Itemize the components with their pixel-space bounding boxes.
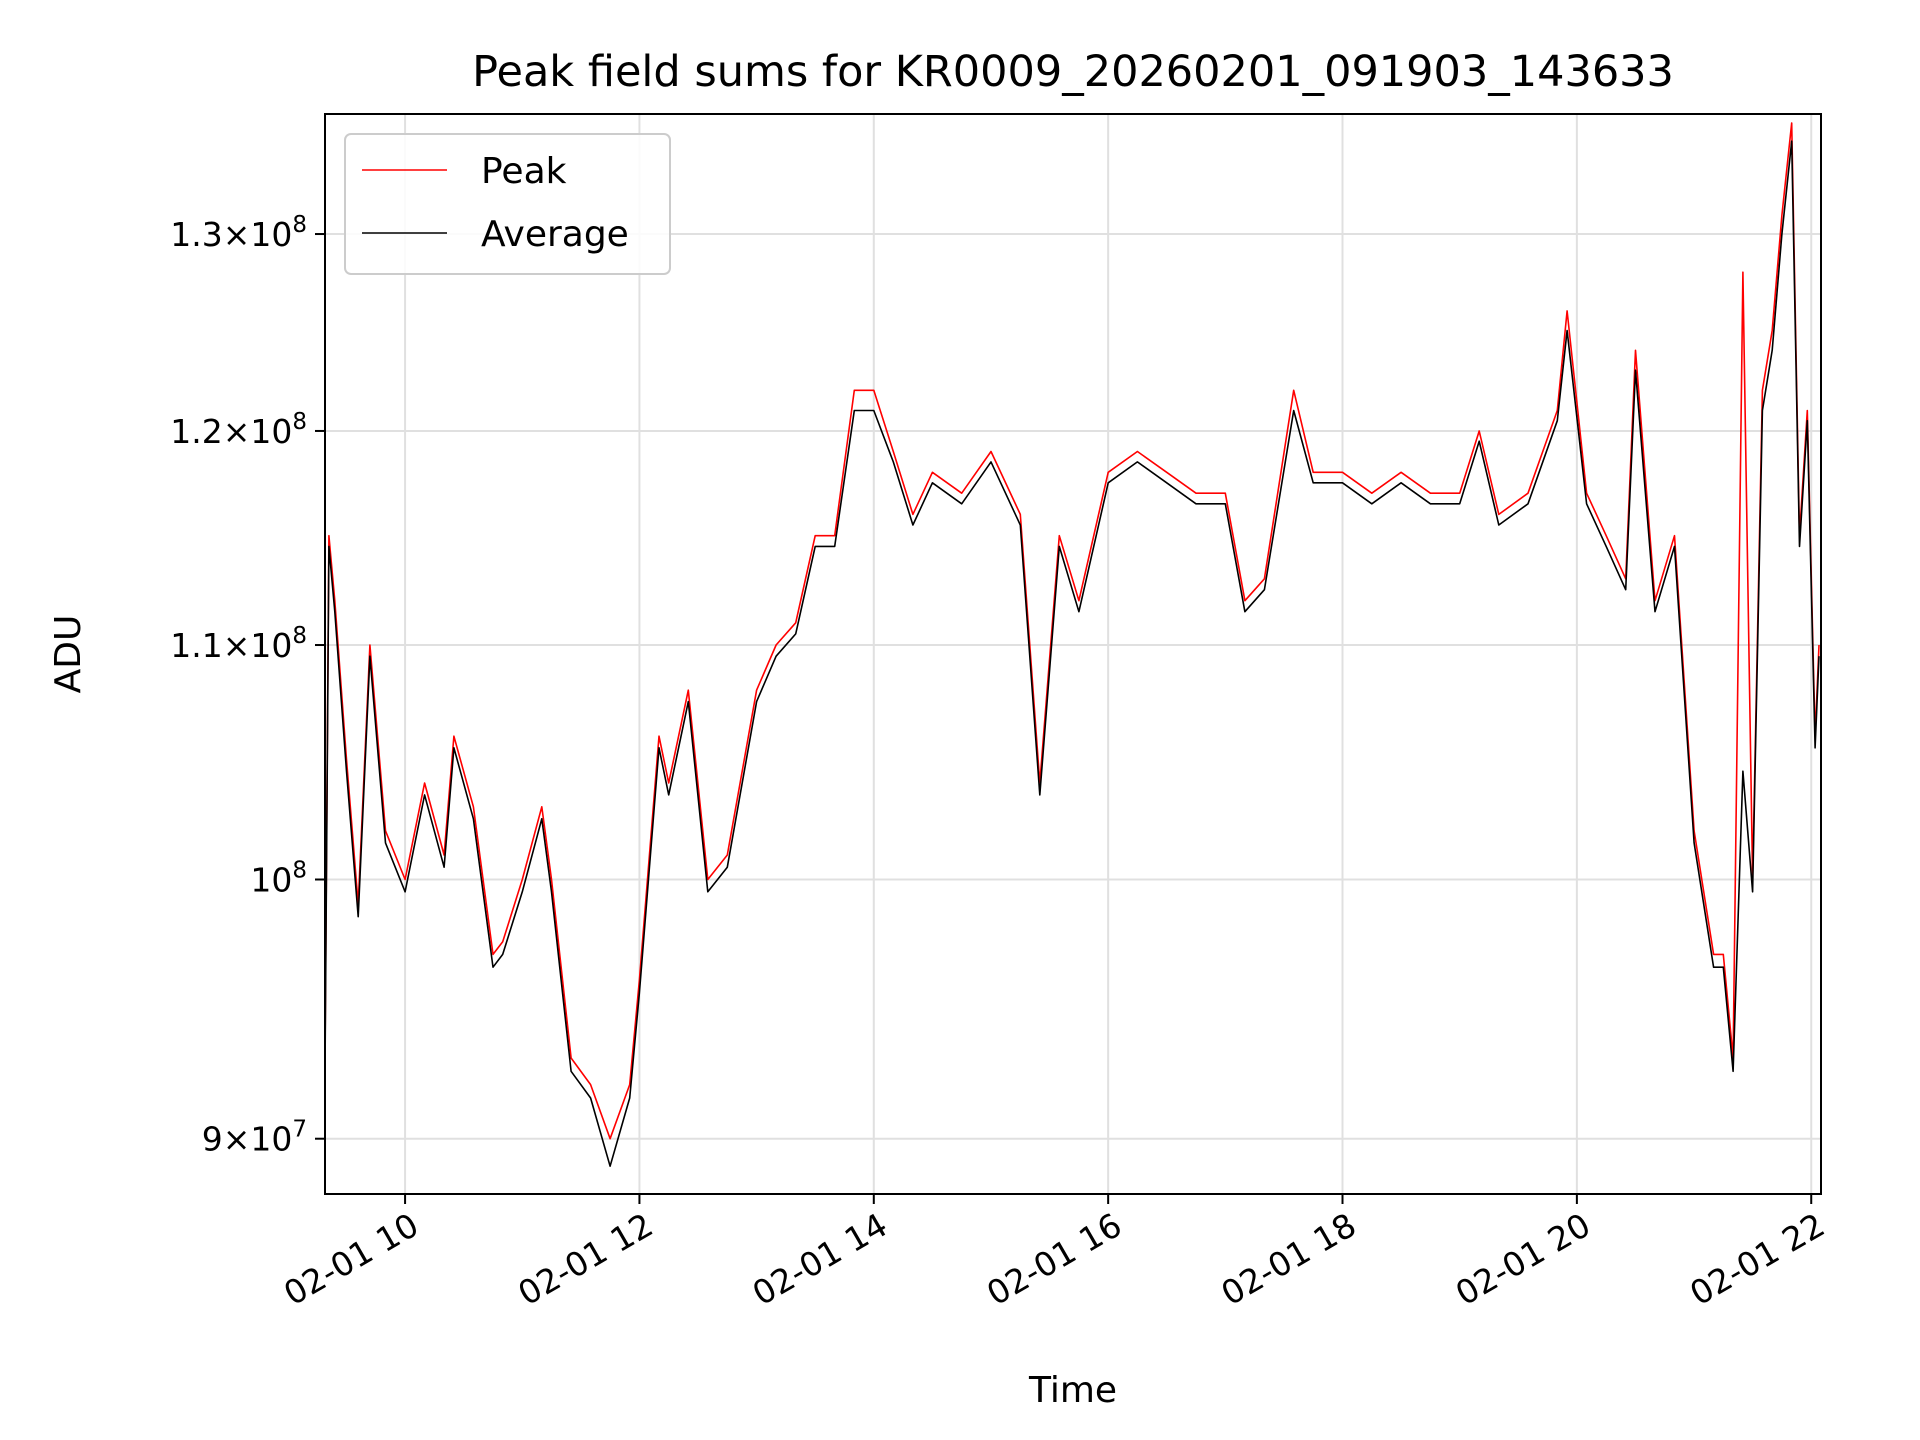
y-axis-title: ADU <box>48 615 89 694</box>
chart-title: Peak field sums for KR0009_20260201_0919… <box>472 47 1674 97</box>
series-layer <box>324 122 1820 1167</box>
legend-label-peak: Peak <box>481 151 567 192</box>
grid-lines <box>325 114 1821 1194</box>
plot-frame <box>324 113 1822 1195</box>
x-axis-title: Time <box>1028 1370 1117 1411</box>
legend: Peak Average <box>344 133 671 275</box>
y-axis: 9×107 108 1.1×108 1.2×108 1.3×108 <box>170 212 325 1159</box>
y-tick-label: 1.3×108 <box>170 212 307 254</box>
series-line-average <box>324 140 1820 1167</box>
y-tick-label: 1.2×108 <box>170 409 307 451</box>
legend-box <box>344 133 671 275</box>
y-tick-label: 108 <box>250 858 307 900</box>
y-tick-label: 1.1×108 <box>170 623 307 665</box>
y-tick-label: 9×107 <box>202 1117 307 1159</box>
legend-label-average: Average <box>481 214 629 255</box>
